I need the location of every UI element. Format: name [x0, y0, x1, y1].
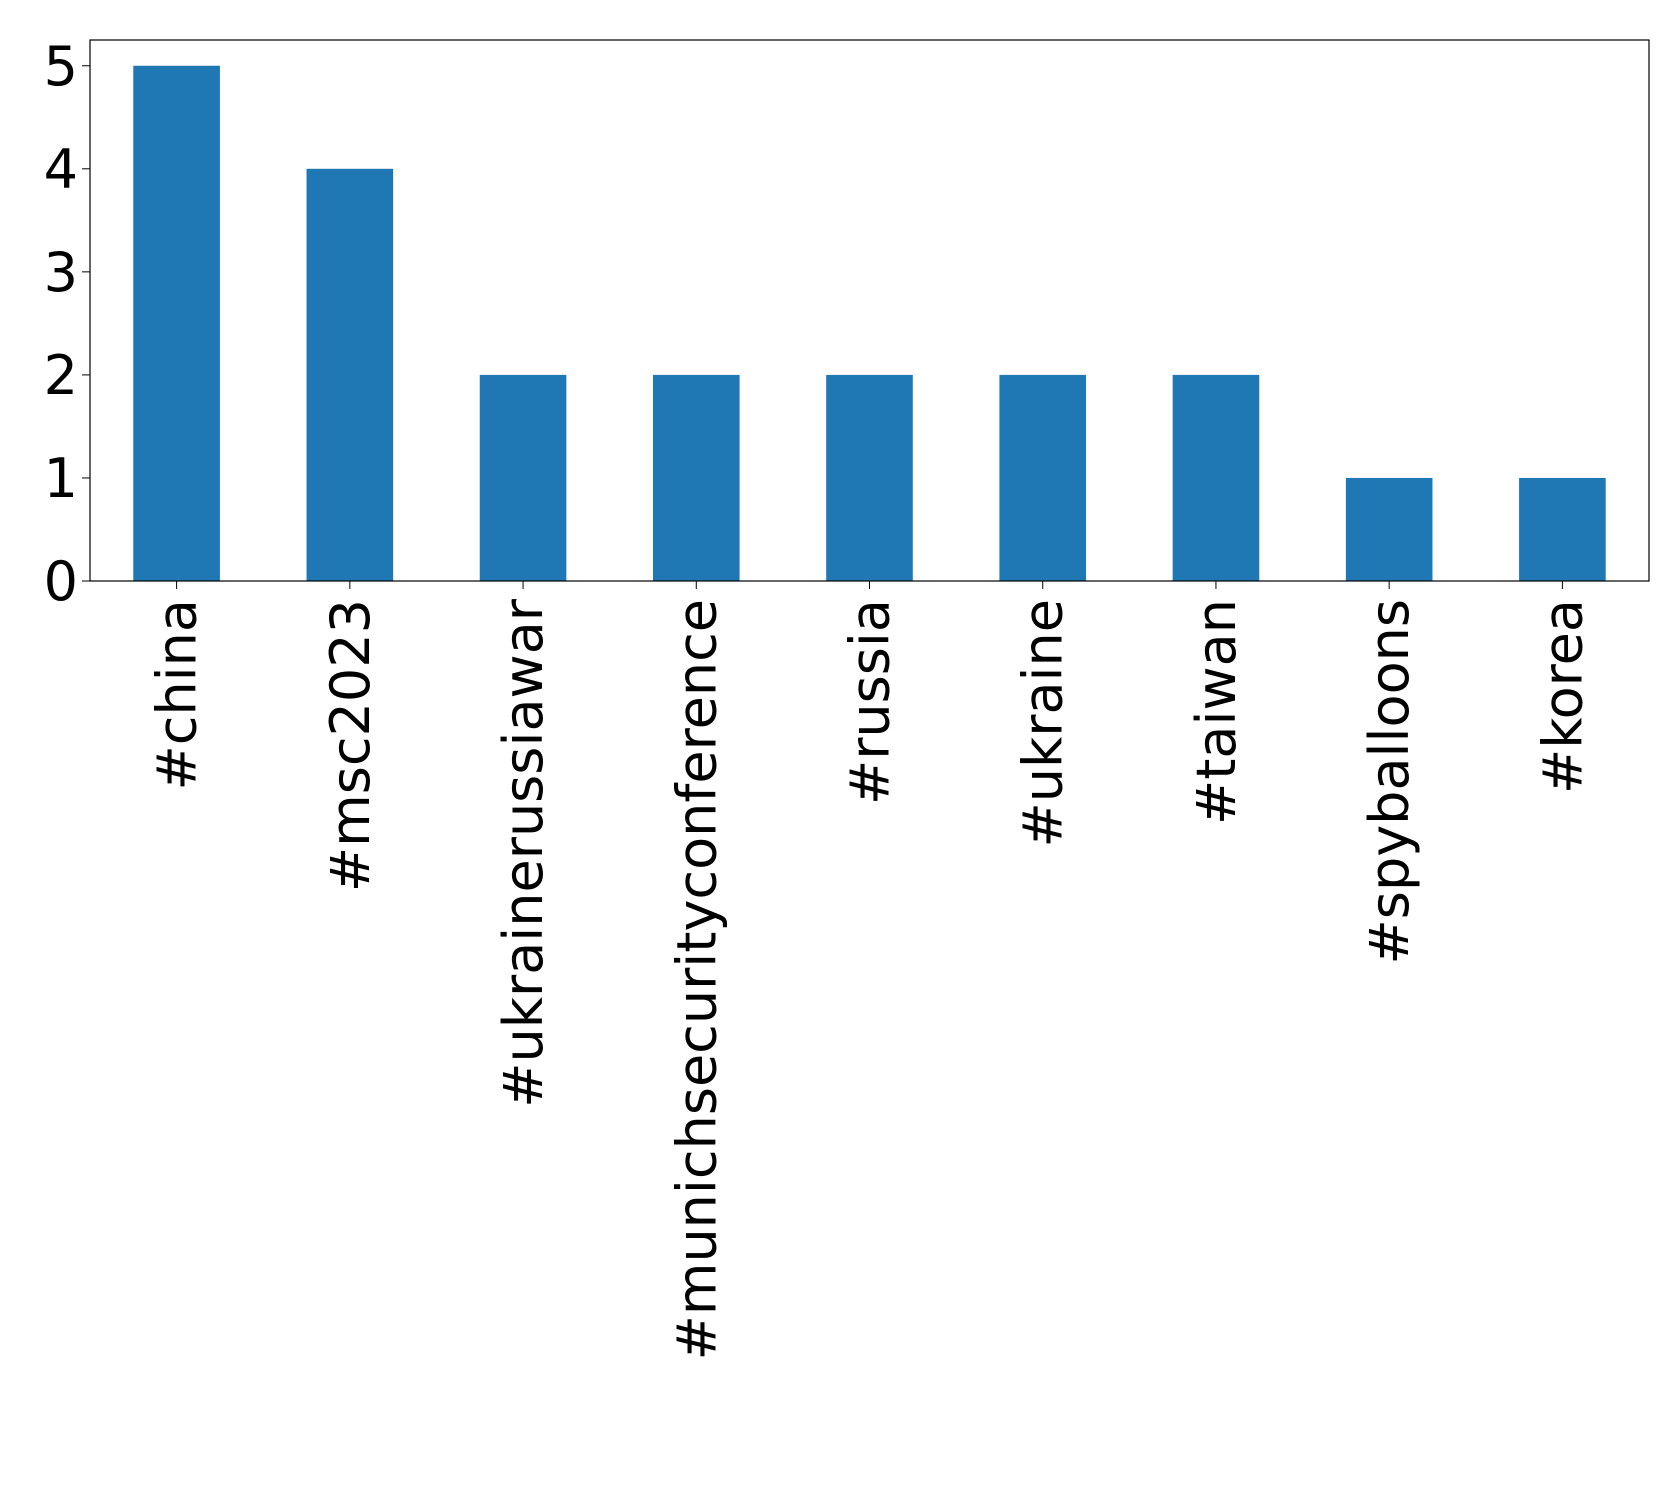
bar: [652, 374, 740, 581]
y-tick-label: 3: [44, 241, 78, 304]
bar: [826, 374, 913, 581]
x-tick-label: #munichsecurityconference: [665, 599, 728, 1360]
bar: [306, 168, 394, 582]
bar: [999, 374, 1087, 581]
x-tick-label: #china: [146, 599, 209, 790]
x-tick-label: #ukraine: [1012, 599, 1075, 847]
y-tick-label: 5: [44, 35, 78, 98]
x-tick-label: #korea: [1531, 599, 1594, 794]
x-tick-label: #ukrainerussiawar: [492, 598, 555, 1108]
plot-frame: [89, 39, 1650, 582]
bar: [1345, 477, 1433, 581]
y-tick-label: 1: [44, 447, 78, 510]
x-tick-label: #msc2023: [319, 599, 382, 892]
bar: [1519, 477, 1606, 581]
bar: [479, 374, 567, 581]
x-tick-label: #russia: [839, 599, 902, 805]
bar: [1172, 374, 1260, 581]
y-tick-label: 0: [44, 550, 78, 613]
bar: [133, 65, 220, 581]
x-tick-label: #taiwan: [1185, 599, 1248, 825]
x-tick-label: #spyballoons: [1358, 599, 1421, 964]
y-tick-label: 2: [44, 344, 78, 407]
y-tick-label: 4: [44, 138, 78, 201]
